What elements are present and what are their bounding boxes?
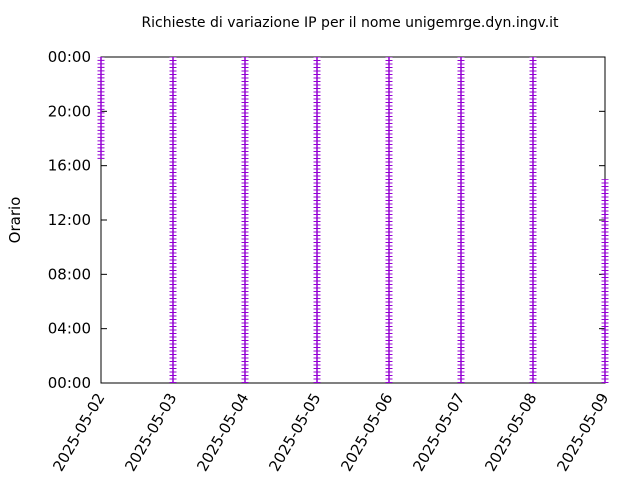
- y-tick-label: 00:00: [48, 48, 91, 66]
- y-tick-label: 16:00: [48, 157, 91, 175]
- plot-frame: [100, 56, 606, 384]
- y-tick-label: 12:00: [48, 211, 91, 229]
- y-tick-label: 08:00: [48, 265, 91, 283]
- x-tick-label: 2025-05-08: [481, 390, 540, 475]
- x-tick-label: 2025-05-04: [193, 390, 252, 475]
- x-tick-label: 2025-05-07: [409, 390, 468, 475]
- y-tick-label: 00:00: [48, 374, 91, 392]
- x-tick-label: 2025-05-06: [337, 390, 396, 475]
- y-tick-label: 20:00: [48, 102, 91, 120]
- chart-title: Richieste di variazione IP per il nome u…: [141, 15, 559, 31]
- x-tick-label: 2025-05-09: [553, 390, 612, 475]
- y-axis-label: Orario: [6, 197, 24, 244]
- x-tick-label: 2025-05-02: [49, 390, 108, 475]
- y-tick-label: 04:00: [48, 320, 91, 338]
- x-tick-label: 2025-05-05: [265, 390, 324, 475]
- x-tick-label: 2025-05-03: [121, 390, 180, 475]
